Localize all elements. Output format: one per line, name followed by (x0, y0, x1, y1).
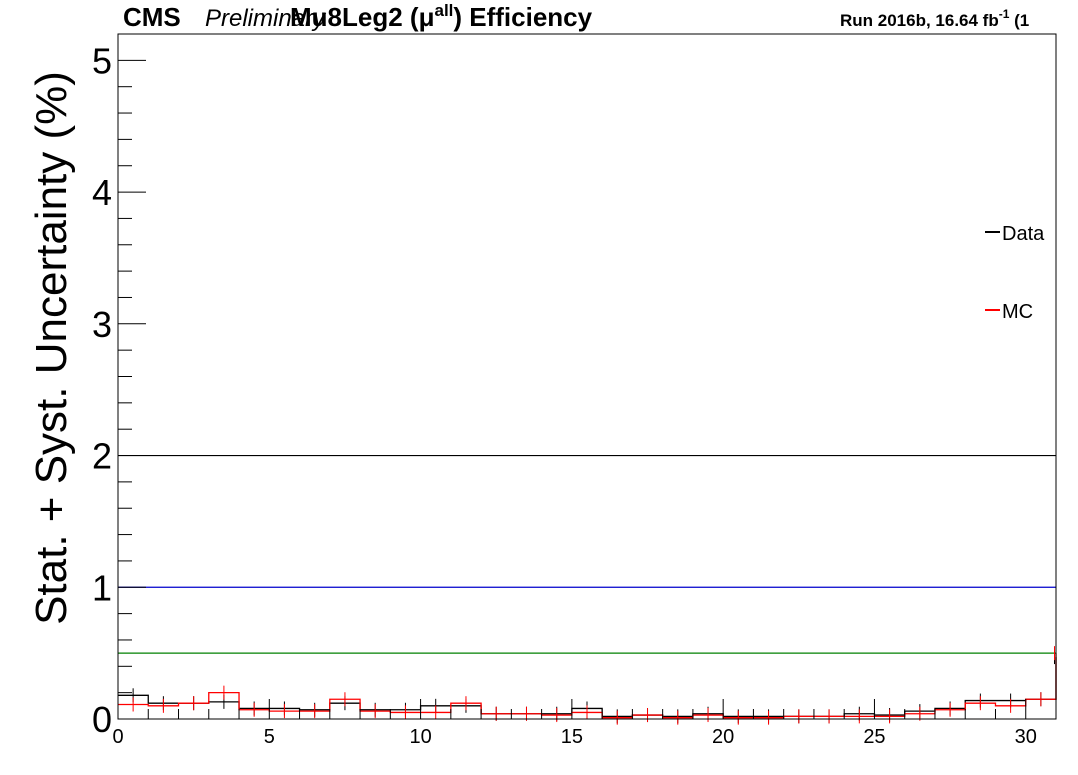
plot-frame (117, 33, 1057, 720)
y-tick-label: 1 (92, 567, 112, 608)
status-label: Preliminary (205, 5, 327, 32)
run-info: Run 2016b, 16.64 fb-1 (1 (840, 7, 1029, 30)
chart-title-end: ) Efficiency (453, 2, 592, 32)
y-tick-label: 0 (92, 699, 112, 740)
x-axis: 0 5 10 15 20 25 30 (112, 699, 1057, 748)
experiment-label: CMS (123, 2, 181, 32)
run-info-sup: -1 (999, 7, 1010, 21)
chart-title: Mu8Leg2 (μall) Efficiency (290, 1, 593, 32)
legend-mc-label: MC (1002, 301, 1033, 323)
y-axis-label: Stat. + Syst. Uncertainty (%) (27, 71, 76, 625)
run-info-end: (1 (1009, 11, 1029, 30)
x-tick-label: 10 (409, 726, 431, 748)
x-tick-label: 0 (112, 726, 123, 748)
legend: Data MC (985, 223, 1045, 323)
y-tick-label: 3 (92, 304, 112, 345)
x-tick-label: 30 (1015, 726, 1037, 748)
series-group (118, 646, 1057, 725)
y-tick-label: 2 (92, 436, 112, 477)
x-tick-label: 25 (863, 726, 885, 748)
y-axis: 0 1 2 3 4 5 (92, 33, 146, 740)
legend-data-label: Data (1002, 223, 1045, 245)
reference-lines (118, 454, 1056, 654)
run-info-main: Run 2016b, 16.64 fb (840, 11, 999, 30)
y-tick-label: 4 (92, 172, 112, 213)
chart-title-main: Mu8Leg2 (μ (290, 2, 434, 32)
x-tick-label: 5 (264, 726, 275, 748)
x-tick-label: 15 (561, 726, 583, 748)
x-tick-label: 20 (712, 726, 734, 748)
y-tick-label: 5 (92, 40, 112, 81)
chart-title-sup: all (434, 1, 453, 20)
